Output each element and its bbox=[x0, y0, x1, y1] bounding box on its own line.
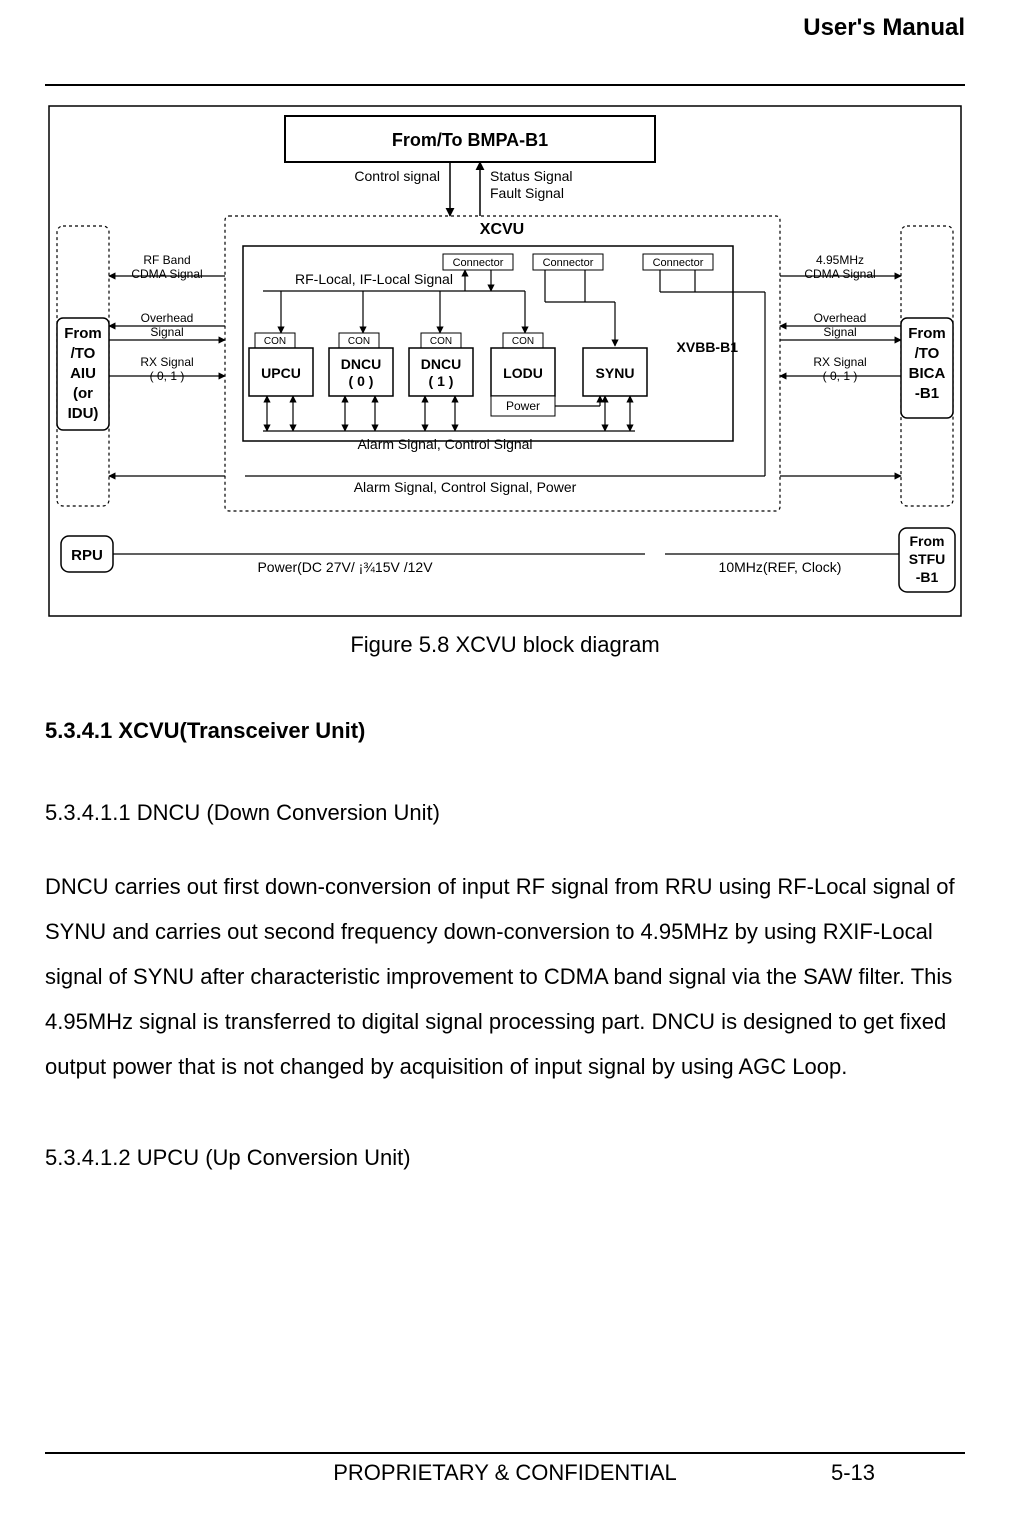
svg-text:/TO: /TO bbox=[915, 345, 940, 362]
svg-text:RF-Local, IF-Local Signal: RF-Local, IF-Local Signal bbox=[295, 271, 453, 287]
svg-text:DNCU: DNCU bbox=[341, 356, 381, 372]
svg-text:Connector: Connector bbox=[453, 257, 504, 269]
svg-text:From/To BMPA-B1: From/To BMPA-B1 bbox=[392, 130, 548, 150]
svg-text:( 1 ): ( 1 ) bbox=[429, 373, 454, 389]
svg-text:From: From bbox=[64, 325, 102, 342]
svg-text:Alarm Signal, Control Signal,: Alarm Signal, Control Signal, Power bbox=[354, 479, 577, 495]
svg-text:IDU): IDU) bbox=[68, 405, 99, 422]
svg-text:Power(DC 27V/ ¡¾15V /12V: Power(DC 27V/ ¡¾15V /12V bbox=[257, 559, 433, 575]
footer: PROPRIETARY & CONFIDENTIAL 5-13 bbox=[45, 1452, 965, 1486]
svg-text:From: From bbox=[910, 533, 945, 549]
header: User's Manual bbox=[45, 20, 965, 66]
svg-text:DNCU: DNCU bbox=[421, 356, 461, 372]
svg-text:Alarm Signal, Control Signal: Alarm Signal, Control Signal bbox=[357, 436, 532, 452]
svg-text:RX Signal: RX Signal bbox=[140, 355, 193, 369]
footer-center: PROPRIETARY & CONFIDENTIAL bbox=[333, 1460, 677, 1486]
footer-rule bbox=[45, 1452, 965, 1454]
svg-text:Signal: Signal bbox=[823, 325, 856, 339]
svg-text:UPCU: UPCU bbox=[261, 365, 301, 381]
diagram-container: From/To BMPA-B1 Control signal Status Si… bbox=[45, 86, 965, 624]
svg-text:Fault Signal: Fault Signal bbox=[490, 185, 564, 201]
svg-text:LODU: LODU bbox=[503, 365, 543, 381]
svg-text:Connector: Connector bbox=[543, 257, 594, 269]
header-title: User's Manual bbox=[803, 14, 965, 42]
footer-page: 5-13 bbox=[831, 1460, 875, 1486]
svg-text:CON: CON bbox=[348, 336, 370, 347]
section-heading-1: 5.3.4.1 XCVU(Transceiver Unit) bbox=[45, 718, 965, 744]
xcvu-diagram: From/To BMPA-B1 Control signal Status Si… bbox=[45, 86, 965, 626]
svg-text:RX Signal: RX Signal bbox=[813, 355, 866, 369]
svg-text:CON: CON bbox=[264, 336, 286, 347]
svg-text:CDMA Signal: CDMA Signal bbox=[131, 267, 202, 281]
svg-text:RF Band: RF Band bbox=[143, 253, 190, 267]
svg-text:Status Signal: Status Signal bbox=[490, 168, 573, 184]
svg-text:Connector: Connector bbox=[653, 257, 704, 269]
section-heading-3: 5.3.4.1.2 UPCU (Up Conversion Unit) bbox=[45, 1145, 965, 1171]
svg-text:XCVU: XCVU bbox=[480, 221, 524, 238]
svg-text:CON: CON bbox=[430, 336, 452, 347]
svg-text:From: From bbox=[908, 325, 946, 342]
svg-text:SYNU: SYNU bbox=[596, 365, 635, 381]
svg-text:AIU: AIU bbox=[70, 365, 96, 382]
svg-text:CON: CON bbox=[512, 336, 534, 347]
svg-text:Power: Power bbox=[506, 399, 540, 413]
section-heading-2: 5.3.4.1.1 DNCU (Down Conversion Unit) bbox=[45, 800, 965, 826]
svg-text:Control signal: Control signal bbox=[354, 168, 440, 184]
svg-text:( 0, 1 ): ( 0, 1 ) bbox=[823, 369, 858, 383]
svg-text:-B1: -B1 bbox=[916, 569, 939, 585]
svg-text:4.95MHz: 4.95MHz bbox=[816, 253, 864, 267]
svg-text:XVBB-B1: XVBB-B1 bbox=[677, 339, 739, 355]
svg-text:Signal: Signal bbox=[150, 325, 183, 339]
svg-text:( 0 ): ( 0 ) bbox=[349, 373, 374, 389]
svg-text:STFU: STFU bbox=[909, 551, 946, 567]
svg-text:/TO: /TO bbox=[71, 345, 96, 362]
svg-text:BICA: BICA bbox=[909, 365, 946, 382]
svg-text:Overhead: Overhead bbox=[814, 311, 867, 325]
figure-caption: Figure 5.8 XCVU block diagram bbox=[45, 632, 965, 658]
page: User's Manual From/To BMPA-B1 Control si… bbox=[0, 0, 1010, 1516]
svg-text:( 0, 1 ): ( 0, 1 ) bbox=[150, 369, 185, 383]
svg-text:RPU: RPU bbox=[71, 547, 103, 564]
svg-text:10MHz(REF, Clock): 10MHz(REF, Clock) bbox=[719, 559, 842, 575]
svg-text:(or: (or bbox=[73, 385, 93, 402]
svg-text:-B1: -B1 bbox=[915, 385, 939, 402]
svg-text:CDMA Signal: CDMA Signal bbox=[804, 267, 875, 281]
paragraph-dncu: DNCU carries out first down-conversion o… bbox=[45, 864, 965, 1089]
svg-text:Overhead: Overhead bbox=[141, 311, 194, 325]
